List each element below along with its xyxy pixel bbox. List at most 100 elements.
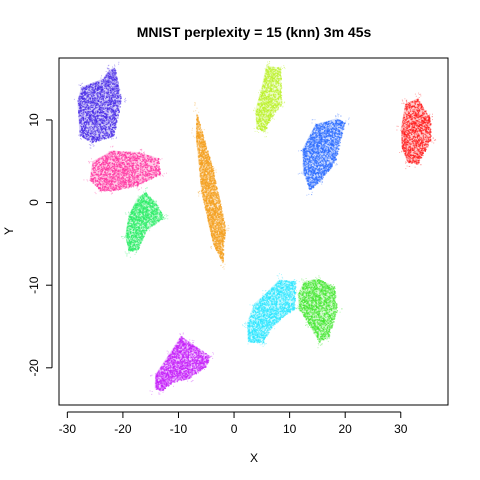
data-point — [421, 151, 423, 154]
data-point — [403, 103, 405, 105]
data-point — [327, 170, 329, 172]
data-point — [261, 104, 263, 106]
data-point — [334, 132, 336, 134]
data-point — [312, 153, 314, 155]
data-point — [335, 120, 337, 122]
data-point — [411, 122, 413, 124]
data-point — [324, 146, 326, 148]
data-point — [309, 146, 311, 149]
data-point — [315, 139, 317, 141]
data-point — [305, 162, 307, 164]
data-point — [318, 178, 320, 180]
data-point — [325, 172, 327, 175]
data-point — [261, 125, 263, 127]
data-point — [113, 134, 115, 136]
data-point — [403, 147, 405, 149]
data-point — [417, 150, 420, 152]
data-point — [323, 143, 325, 145]
data-point — [309, 155, 311, 157]
data-point — [333, 160, 335, 162]
data-point — [408, 152, 410, 154]
data-point — [332, 144, 334, 146]
data-point — [327, 130, 329, 132]
data-point — [266, 70, 268, 72]
data-point — [304, 173, 306, 175]
data-point — [418, 101, 420, 103]
data-point — [324, 130, 326, 132]
data-point — [315, 157, 318, 159]
data-point — [406, 122, 409, 124]
data-point — [413, 124, 416, 126]
data-point — [407, 151, 409, 154]
data-point — [263, 109, 265, 111]
data-point — [256, 117, 258, 120]
data-point — [307, 142, 309, 144]
data-point — [414, 116, 416, 119]
data-point — [304, 151, 306, 153]
data-point — [331, 142, 334, 144]
data-point — [330, 138, 332, 140]
data-point — [317, 177, 319, 179]
data-point — [272, 107, 274, 109]
data-point — [313, 184, 316, 186]
data-point — [260, 120, 262, 123]
data-point — [253, 110, 255, 112]
data-point — [412, 135, 414, 138]
data-point — [335, 158, 337, 160]
data-point — [320, 135, 322, 137]
data-point — [317, 142, 319, 144]
data-point — [430, 140, 432, 142]
data-point — [309, 188, 310, 190]
data-point — [420, 130, 422, 132]
data-point — [313, 141, 315, 143]
data-point — [418, 154, 420, 156]
data-point — [313, 137, 315, 139]
data-point — [311, 160, 313, 162]
data-point — [264, 101, 266, 103]
data-point — [89, 129, 92, 131]
data-point — [279, 92, 282, 94]
data-point — [260, 96, 262, 98]
data-point — [280, 103, 282, 105]
data-point — [311, 168, 313, 170]
data-point — [117, 108, 120, 110]
data-point — [111, 94, 113, 97]
data-point — [260, 105, 262, 108]
data-point — [259, 93, 261, 96]
data-point — [422, 137, 425, 139]
data-point — [258, 132, 260, 133]
data-point — [300, 149, 302, 151]
data-point — [270, 76, 272, 78]
data-point — [318, 154, 320, 157]
data-point — [270, 84, 272, 86]
data-point — [339, 141, 341, 144]
data-point — [317, 159, 319, 161]
data-point — [414, 131, 416, 133]
data-point — [111, 115, 113, 117]
data-point — [416, 113, 418, 115]
data-point — [409, 148, 412, 151]
data-point — [409, 129, 412, 131]
data-point — [325, 166, 328, 168]
data-point — [403, 138, 406, 141]
data-point — [269, 89, 271, 91]
data-point — [264, 126, 266, 128]
data-point — [334, 159, 336, 161]
data-point — [272, 83, 274, 85]
data-point — [408, 105, 411, 107]
data-point — [325, 160, 328, 162]
data-point — [331, 152, 333, 154]
data-point — [306, 146, 308, 148]
data-point — [264, 111, 266, 113]
data-point — [322, 171, 324, 173]
data-point — [256, 111, 258, 113]
data-point — [262, 86, 264, 88]
data-point — [260, 91, 262, 93]
data-point — [97, 112, 99, 114]
data-point — [426, 128, 428, 130]
data-point — [334, 155, 336, 157]
data-point — [316, 124, 318, 127]
data-point — [318, 161, 320, 164]
data-point — [308, 180, 310, 182]
data-point — [327, 167, 330, 169]
